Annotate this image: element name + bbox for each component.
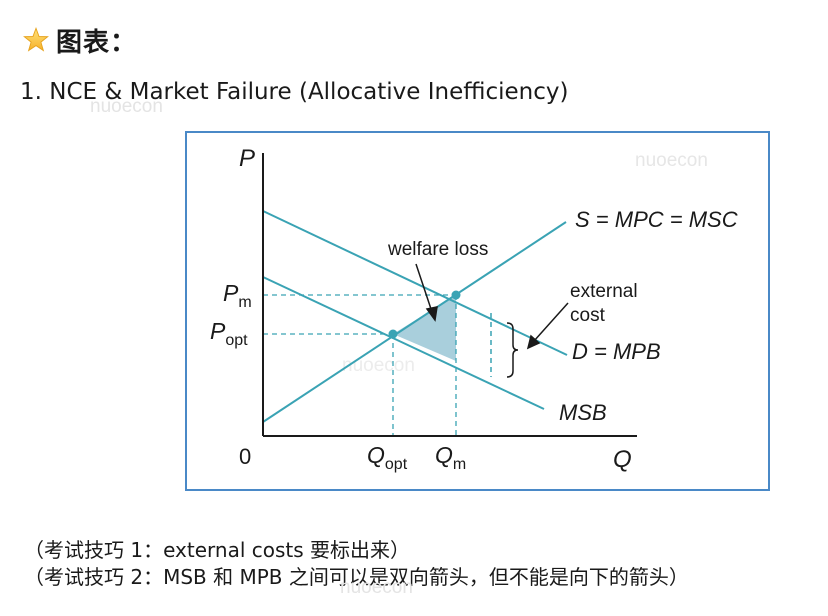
watermark: nuoecon <box>90 96 163 117</box>
demand-curve <box>262 210 568 356</box>
external-cost-brace <box>506 322 519 378</box>
external-cost-label-1: external <box>570 281 638 302</box>
qm-label: Qm <box>435 442 466 473</box>
externality-diagram: nuoecon nuoecon <box>210 145 738 473</box>
watermark: nuoecon <box>342 355 415 376</box>
y-axis-label: P <box>239 145 255 172</box>
x-axis-label: Q <box>613 446 632 473</box>
optimum-point <box>388 329 398 339</box>
external-cost-label-2: cost <box>570 305 606 326</box>
qopt-label: Qopt <box>367 442 408 473</box>
msb-label: MSB <box>559 400 607 425</box>
exam-tip: （考试技巧 1：external costs 要标出来） <box>24 538 411 562</box>
watermark: nuoecon <box>340 577 413 598</box>
diagram-frame: nuoecon nuoecon <box>185 131 770 491</box>
pm-label: Pm <box>223 280 252 311</box>
market-equilibrium-point <box>451 290 461 300</box>
demand-label: D = MPB <box>572 339 661 364</box>
supply-label: S = MPC = MSC <box>575 207 738 232</box>
msb-curve <box>262 276 545 410</box>
star-icon <box>23 26 49 52</box>
supply-curve <box>262 221 567 423</box>
welfare-loss-arrow <box>415 263 433 313</box>
header-title: 图表： <box>56 27 138 58</box>
origin-label: 0 <box>239 444 251 469</box>
welfare-loss-label: welfare loss <box>387 239 488 260</box>
popt-label: Popt <box>210 318 248 349</box>
subtitle: 1. NCE & Market Failure (Allocative Inef… <box>20 79 569 105</box>
welfare-loss-area <box>393 295 456 361</box>
exam-tip: （考试技巧 2：MSB 和 MPB 之间可以是双向箭头，但不能是向下的箭头） <box>24 565 689 589</box>
watermark: nuoecon <box>635 150 708 171</box>
external-cost-arrow <box>533 302 569 342</box>
section-header: 图表： <box>22 20 137 60</box>
exam-tips: （考试技巧 1：external costs 要标出来） （考试技巧 2：MSB… <box>24 537 689 591</box>
